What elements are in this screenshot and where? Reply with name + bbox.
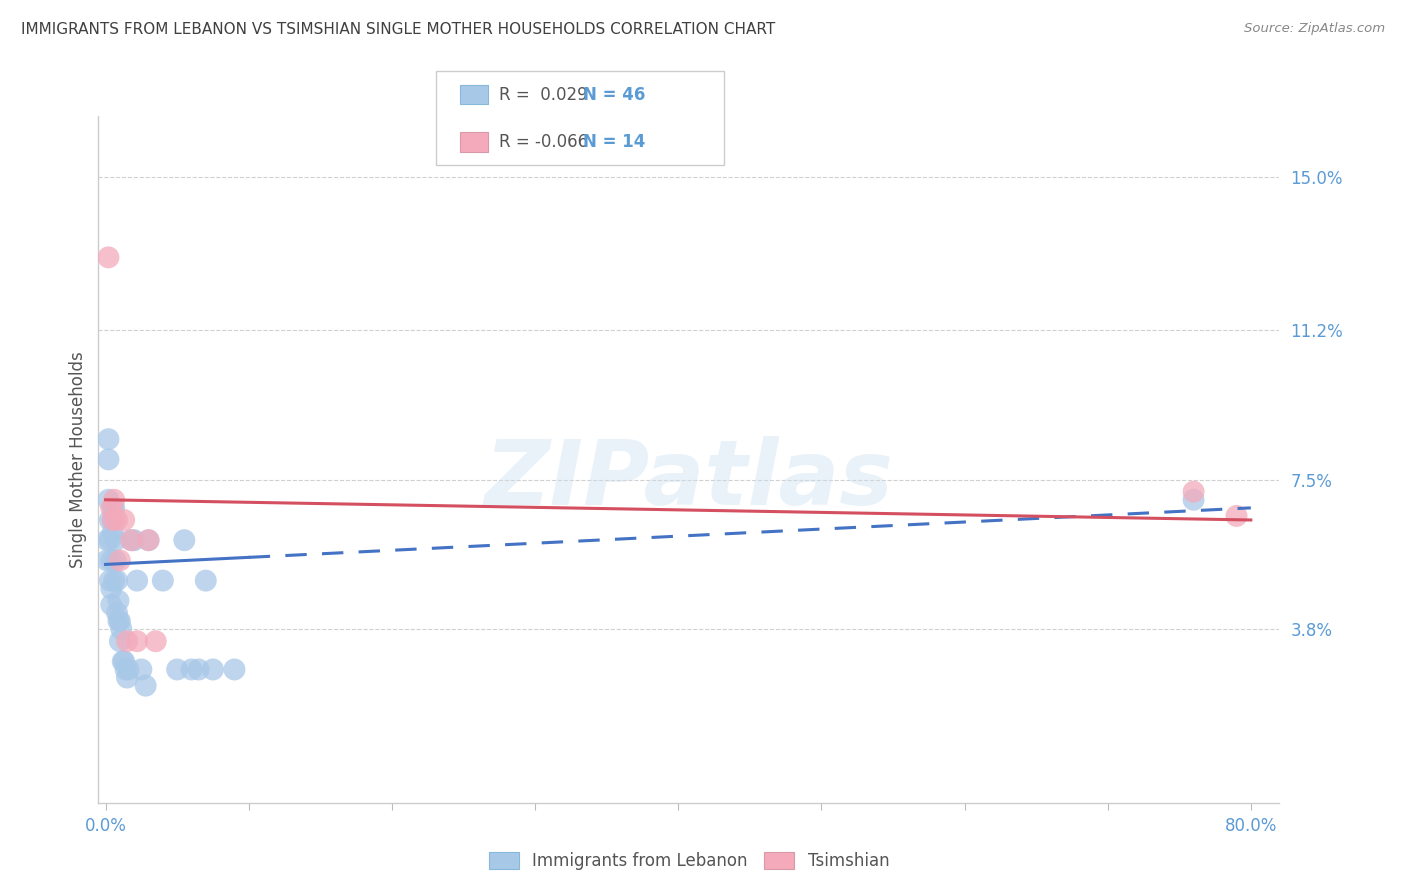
Text: N = 14: N = 14 bbox=[583, 133, 645, 151]
Point bbox=[114, 663, 136, 677]
Point bbox=[100, 500, 122, 515]
Point bbox=[96, 533, 118, 548]
Point bbox=[166, 663, 188, 677]
Point bbox=[108, 634, 131, 648]
Point bbox=[115, 634, 138, 648]
Point bbox=[152, 574, 174, 588]
Point bbox=[101, 513, 124, 527]
Point bbox=[111, 654, 134, 668]
Point bbox=[138, 533, 160, 548]
Point bbox=[180, 663, 202, 677]
Point bbox=[100, 598, 122, 612]
Point bbox=[101, 500, 124, 515]
Point bbox=[194, 574, 217, 588]
Text: IMMIGRANTS FROM LEBANON VS TSIMSHIAN SINGLE MOTHER HOUSEHOLDS CORRELATION CHART: IMMIGRANTS FROM LEBANON VS TSIMSHIAN SIN… bbox=[21, 22, 775, 37]
Point bbox=[100, 553, 122, 567]
Point bbox=[98, 513, 121, 527]
Point bbox=[120, 533, 142, 548]
Point bbox=[112, 513, 135, 527]
Point bbox=[96, 553, 118, 567]
Legend: Immigrants from Lebanon, Tsimshian: Immigrants from Lebanon, Tsimshian bbox=[482, 846, 896, 877]
Point bbox=[101, 513, 124, 527]
Point bbox=[135, 679, 157, 693]
Text: ZIPatlas: ZIPatlas bbox=[485, 436, 893, 524]
Text: R = -0.066: R = -0.066 bbox=[499, 133, 588, 151]
Point bbox=[97, 432, 120, 446]
Point bbox=[105, 513, 128, 527]
Point bbox=[117, 663, 139, 677]
Point bbox=[125, 634, 148, 648]
Point bbox=[100, 582, 122, 596]
Point bbox=[138, 533, 160, 548]
Point bbox=[104, 553, 127, 567]
Point bbox=[112, 654, 135, 668]
Point bbox=[105, 574, 128, 588]
Point bbox=[1182, 492, 1205, 507]
Point bbox=[97, 492, 120, 507]
Text: N = 46: N = 46 bbox=[583, 86, 645, 103]
Point bbox=[224, 663, 246, 677]
Point bbox=[104, 533, 127, 548]
Point bbox=[98, 574, 121, 588]
Point bbox=[115, 671, 138, 685]
Point bbox=[187, 663, 209, 677]
Point bbox=[103, 500, 125, 515]
Point bbox=[101, 525, 124, 540]
Point bbox=[145, 634, 167, 648]
Point bbox=[105, 606, 128, 620]
Point bbox=[98, 533, 121, 548]
Point bbox=[108, 553, 131, 567]
Y-axis label: Single Mother Households: Single Mother Households bbox=[69, 351, 87, 567]
Point bbox=[103, 492, 125, 507]
Point bbox=[120, 533, 142, 548]
Point bbox=[201, 663, 224, 677]
Point bbox=[122, 533, 145, 548]
Point bbox=[1182, 484, 1205, 499]
Point bbox=[173, 533, 195, 548]
Point bbox=[110, 622, 132, 636]
Point bbox=[131, 663, 153, 677]
Point bbox=[107, 614, 129, 628]
Point bbox=[1225, 508, 1247, 523]
Point bbox=[103, 513, 125, 527]
Text: R =  0.029: R = 0.029 bbox=[499, 86, 588, 103]
Point bbox=[103, 574, 125, 588]
Point bbox=[108, 614, 131, 628]
Point bbox=[107, 594, 129, 608]
Point bbox=[97, 251, 120, 265]
Text: Source: ZipAtlas.com: Source: ZipAtlas.com bbox=[1244, 22, 1385, 36]
Point bbox=[97, 452, 120, 467]
Point bbox=[125, 574, 148, 588]
